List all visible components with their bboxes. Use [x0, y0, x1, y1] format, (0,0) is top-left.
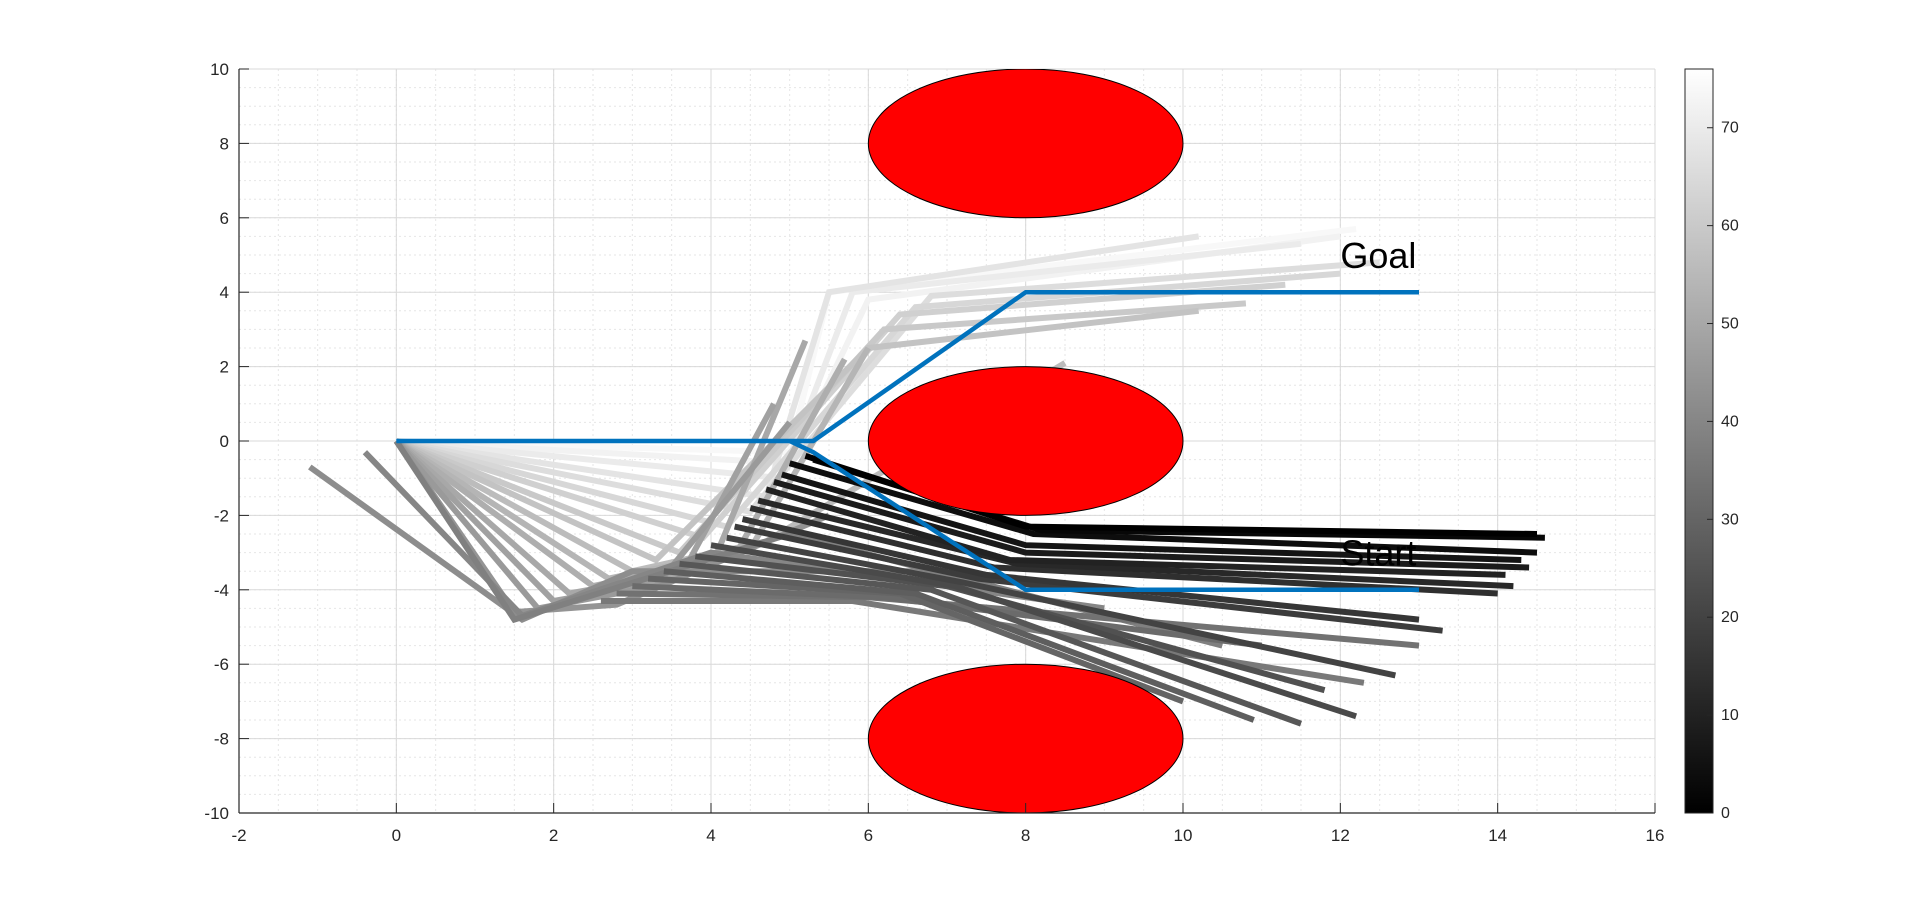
y-tick-label: 10 — [210, 60, 229, 79]
iteration-path-28 — [663, 568, 1255, 723]
iteration-path-22 — [710, 542, 1358, 720]
colorbar: 0 10 20 30 40 50 60 70 — [1684, 68, 1739, 822]
x-tick-label: 0 — [392, 826, 401, 845]
iteration-path-70 — [396, 240, 1302, 482]
x-tick-label: 10 — [1174, 826, 1193, 845]
obstacles — [867, 69, 1184, 813]
colorbar-gradient — [1684, 68, 1714, 814]
x-tick-label: 12 — [1331, 826, 1350, 845]
iteration-path-46 — [394, 420, 793, 612]
obstacle-1 — [867, 366, 1184, 516]
iteration-path-16 — [741, 516, 1420, 623]
y-tick-label: 0 — [220, 432, 229, 451]
colorbar-tick-label: 60 — [1721, 218, 1739, 235]
annotations: Goal Start — [1340, 235, 1416, 574]
iteration-path-8 — [773, 479, 1530, 571]
colorbar-ticks: 0 10 20 30 40 50 60 70 — [1707, 120, 1739, 822]
iteration-path-68 — [395, 233, 1200, 501]
annotation-goal: Goal — [1340, 235, 1416, 276]
colorbar-tick-label: 50 — [1721, 316, 1739, 333]
iteration-path-62 — [395, 281, 1286, 542]
obstacle-2 — [867, 663, 1184, 813]
y-tick-label: -4 — [214, 581, 229, 600]
x-tick-label: 16 — [1646, 826, 1665, 845]
iteration-path-6 — [780, 471, 1522, 563]
iteration-path-4 — [788, 460, 1538, 556]
obstacle-0 — [867, 69, 1184, 219]
iteration-path-10 — [765, 486, 1506, 578]
reference-path — [396, 289, 1419, 593]
y-tick-label: -6 — [214, 655, 229, 674]
y-tick-label: 2 — [220, 358, 229, 377]
x-tick-label: 4 — [706, 826, 715, 845]
colorbar-tick-label: 10 — [1721, 707, 1739, 724]
colorbar-tick-label: 70 — [1721, 120, 1739, 137]
y-tick-label: 8 — [220, 134, 229, 153]
iteration-path-20 — [726, 534, 1397, 679]
x-tick-label: -2 — [231, 826, 246, 845]
colorbar-tick-label: 20 — [1721, 609, 1739, 626]
reference-path-line — [396, 289, 1419, 593]
x-tick-label: 2 — [549, 826, 558, 845]
y-tick-label: -10 — [204, 804, 229, 823]
iteration-path-74 — [396, 226, 1357, 456]
x-axis: -2 0 2 4 6 8 10 12 14 16 — [231, 803, 1664, 845]
colorbar-tick-label: 40 — [1721, 413, 1739, 430]
x-tick-label: 14 — [1488, 826, 1507, 845]
colorbar-tick-label: 0 — [1721, 805, 1730, 822]
iteration-path-0 — [804, 453, 1538, 537]
iteration-path-66 — [395, 259, 1380, 515]
x-tick-label: 8 — [1021, 826, 1030, 845]
annotation-start: Start — [1340, 532, 1416, 573]
y-tick-label: 4 — [220, 283, 229, 302]
iteration-path-18 — [733, 523, 1443, 634]
plot-area — [308, 69, 1545, 813]
y-tick-label: -8 — [214, 730, 229, 749]
y-axis: -10 -8 -6 -4 -2 0 2 4 6 8 10 — [204, 60, 249, 823]
iteration-path-12 — [757, 497, 1514, 590]
iteration-path-26 — [679, 560, 1303, 727]
y-tick-label: -2 — [214, 506, 229, 525]
y-tick-label: 6 — [220, 209, 229, 228]
x-tick-label: 6 — [864, 826, 873, 845]
iteration-path-32 — [632, 583, 1263, 649]
colorbar-tick-label: 30 — [1721, 511, 1739, 528]
